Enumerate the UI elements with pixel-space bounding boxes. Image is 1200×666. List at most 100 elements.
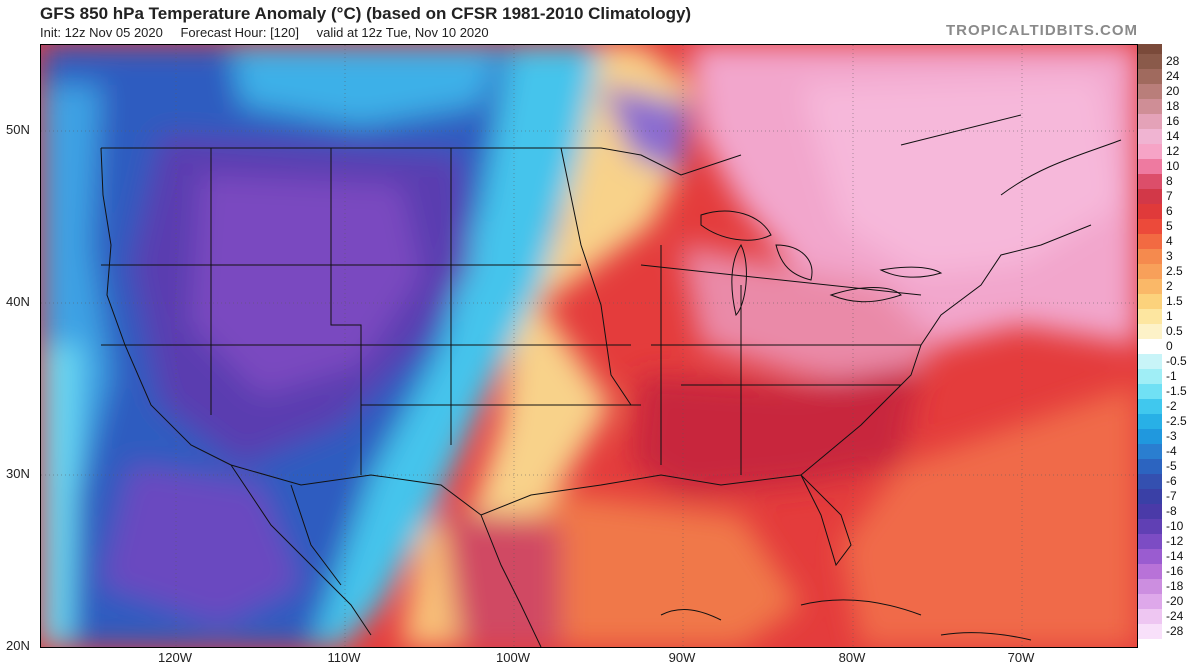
colorbar-level: -10 bbox=[1138, 519, 1200, 534]
colorbar-level: 5 bbox=[1138, 219, 1200, 234]
colorbar-level: -20 bbox=[1138, 594, 1200, 609]
colorbar-label: -3 bbox=[1166, 429, 1177, 443]
colorbar-level: -1.5 bbox=[1138, 384, 1200, 399]
colorbar-level: 4 bbox=[1138, 234, 1200, 249]
colorbar-level: 1.5 bbox=[1138, 294, 1200, 309]
colorbar-label: 14 bbox=[1166, 129, 1180, 143]
colorbar-swatch bbox=[1138, 234, 1162, 249]
colorbar-swatch bbox=[1138, 579, 1162, 594]
lon-label-120w: 120W bbox=[158, 650, 192, 665]
anomaly-field bbox=[41, 45, 1137, 647]
colorbar-label: -6 bbox=[1166, 474, 1177, 488]
colorbar-label: 12 bbox=[1166, 144, 1180, 158]
colorbar-level: -18 bbox=[1138, 579, 1200, 594]
colorbar-swatch bbox=[1138, 279, 1162, 294]
colorbar-level: 6 bbox=[1138, 204, 1200, 219]
colorbar-swatch bbox=[1138, 429, 1162, 444]
valid-time: valid at 12z Tue, Nov 10 2020 bbox=[316, 25, 489, 40]
colorbar-label: -2.5 bbox=[1166, 414, 1187, 428]
colorbar-level: -4 bbox=[1138, 444, 1200, 459]
graticule bbox=[41, 45, 1137, 647]
colorbar-level: -16 bbox=[1138, 564, 1200, 579]
colorbar-level: 2 bbox=[1138, 279, 1200, 294]
colorbar-swatch bbox=[1138, 144, 1162, 159]
colorbar-swatch bbox=[1138, 474, 1162, 489]
colorbar-label: -0.5 bbox=[1166, 354, 1187, 368]
lon-label-110w: 110W bbox=[327, 650, 361, 665]
colorbar-level: 7 bbox=[1138, 189, 1200, 204]
colorbar-swatch bbox=[1138, 249, 1162, 264]
colorbar-label: 0.5 bbox=[1166, 324, 1183, 338]
colorbar-label: 6 bbox=[1166, 204, 1173, 218]
colorbar-label: 16 bbox=[1166, 114, 1180, 128]
colorbar-label: 20 bbox=[1166, 84, 1180, 98]
colorbar-swatch bbox=[1138, 414, 1162, 429]
colorbar-swatch bbox=[1138, 309, 1162, 324]
colorbar-label: -16 bbox=[1166, 564, 1184, 578]
colorbar-swatch bbox=[1138, 84, 1162, 99]
colorbar-level: 28 bbox=[1138, 54, 1200, 69]
colorbar-label: -18 bbox=[1166, 579, 1184, 593]
colorbar-level: 24 bbox=[1138, 69, 1200, 84]
colorbar-label: -1.5 bbox=[1166, 384, 1187, 398]
colorbar-label: 4 bbox=[1166, 234, 1173, 248]
colorbar-swatch bbox=[1138, 609, 1162, 624]
colorbar-level: -5 bbox=[1138, 459, 1200, 474]
colorbar-label: -5 bbox=[1166, 459, 1177, 473]
colorbar-swatch bbox=[1138, 129, 1162, 144]
colorbar-swatch bbox=[1138, 159, 1162, 174]
colorbar-level: 12 bbox=[1138, 144, 1200, 159]
colorbar-swatch bbox=[1138, 189, 1162, 204]
borders bbox=[100, 114, 1122, 647]
colorbar-label: 0 bbox=[1166, 339, 1173, 353]
colorbar-swatch bbox=[1138, 264, 1162, 279]
colorbar-label: -10 bbox=[1166, 519, 1184, 533]
colorbar-cap bbox=[1138, 44, 1162, 54]
colorbar-label: -8 bbox=[1166, 504, 1177, 518]
colorbar-level: -2 bbox=[1138, 399, 1200, 414]
colorbar-level: 0 bbox=[1138, 339, 1200, 354]
colorbar-swatch bbox=[1138, 489, 1162, 504]
init-time: Init: 12z Nov 05 2020 bbox=[40, 25, 163, 40]
colorbar-label: -20 bbox=[1166, 594, 1184, 608]
colorbar-label: 24 bbox=[1166, 69, 1180, 83]
anomaly-map bbox=[40, 44, 1138, 648]
colorbar-swatch bbox=[1138, 534, 1162, 549]
colorbar-label: -7 bbox=[1166, 489, 1177, 503]
colorbar-swatch bbox=[1138, 399, 1162, 414]
colorbar-level: -14 bbox=[1138, 549, 1200, 564]
colorbar-swatch bbox=[1138, 339, 1162, 354]
colorbar-label: -2 bbox=[1166, 399, 1177, 413]
colorbar-label: 18 bbox=[1166, 99, 1180, 113]
colorbar-level: 2.5 bbox=[1138, 264, 1200, 279]
colorbar-label: 8 bbox=[1166, 174, 1173, 188]
colorbar-swatch bbox=[1138, 594, 1162, 609]
colorbar: 28 24 20 18 16 14 12 10 8 7 6 5 4 3 2.5 2 1.5 1 0.5 0 -0.5 -1… bbox=[1138, 44, 1200, 646]
colorbar-swatch bbox=[1138, 54, 1162, 69]
colorbar-level: -2.5 bbox=[1138, 414, 1200, 429]
colorbar-swatch bbox=[1138, 384, 1162, 399]
colorbar-swatch bbox=[1138, 624, 1162, 639]
colorbar-label: 10 bbox=[1166, 159, 1180, 173]
colorbar-label: 28 bbox=[1166, 54, 1180, 68]
colorbar-swatch bbox=[1138, 354, 1162, 369]
colorbar-level: 1 bbox=[1138, 309, 1200, 324]
colorbar-swatch bbox=[1138, 444, 1162, 459]
colorbar-level: -0.5 bbox=[1138, 354, 1200, 369]
colorbar-level: 0.5 bbox=[1138, 324, 1200, 339]
colorbar-level: -28 bbox=[1138, 624, 1200, 639]
colorbar-swatch bbox=[1138, 369, 1162, 384]
colorbar-label: -28 bbox=[1166, 624, 1184, 638]
colorbar-level: -1 bbox=[1138, 369, 1200, 384]
lon-label-90w: 90W bbox=[668, 650, 696, 665]
colorbar-swatch bbox=[1138, 459, 1162, 474]
colorbar-level: 16 bbox=[1138, 114, 1200, 129]
colorbar-level: -7 bbox=[1138, 489, 1200, 504]
colorbar-level: 10 bbox=[1138, 159, 1200, 174]
colorbar-swatch bbox=[1138, 114, 1162, 129]
lon-label-100w: 100W bbox=[496, 650, 530, 665]
colorbar-swatch bbox=[1138, 504, 1162, 519]
colorbar-label: -24 bbox=[1166, 609, 1184, 623]
colorbar-swatch bbox=[1138, 174, 1162, 189]
colorbar-swatch bbox=[1138, 204, 1162, 219]
